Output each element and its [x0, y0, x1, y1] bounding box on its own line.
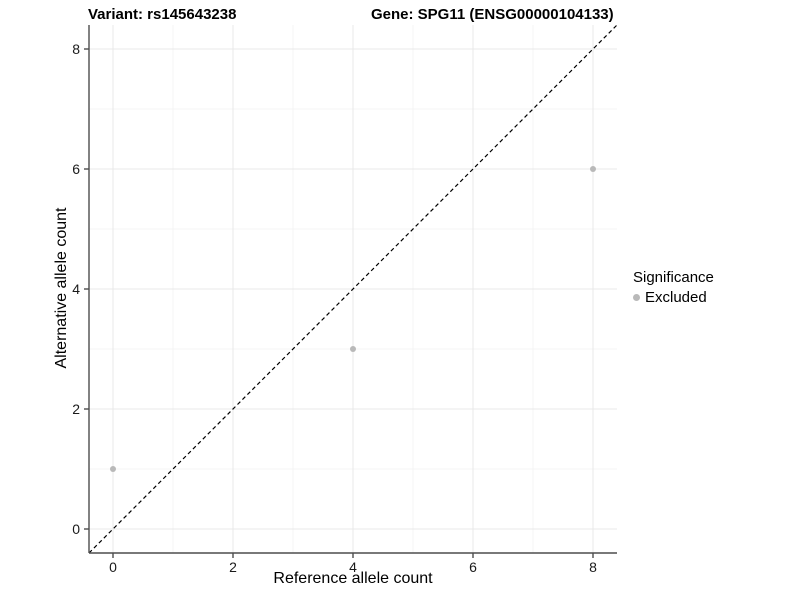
y-tick-label: 8	[72, 41, 80, 57]
x-axis-title: Reference allele count	[273, 570, 433, 587]
x-tick-label: 0	[109, 559, 117, 575]
data-point	[110, 466, 116, 472]
x-tick-label: 6	[469, 559, 477, 575]
y-tick-label: 6	[72, 161, 80, 177]
y-tick-label: 0	[72, 521, 80, 537]
y-tick-label: 4	[72, 281, 80, 297]
legend-item-excluded: Excluded	[633, 289, 714, 306]
legend-point-icon	[633, 294, 640, 301]
data-point	[350, 346, 356, 352]
legend-item-label: Excluded	[645, 289, 707, 306]
y-axis-title: Alternative allele count	[53, 207, 70, 369]
legend-title: Significance	[633, 269, 714, 286]
x-tick-label: 4	[349, 559, 357, 575]
plot-title-gene: Gene: SPG11 (ENSG00000104133)	[371, 6, 614, 23]
plot-title-variant: Variant: rs145643238	[88, 6, 237, 23]
legend: Significance Excluded	[633, 269, 714, 306]
x-tick-label: 8	[589, 559, 597, 575]
x-tick-label: 2	[229, 559, 237, 575]
data-point	[590, 166, 596, 172]
identity-reference-line	[88, 24, 618, 554]
y-tick-label: 2	[72, 401, 80, 417]
